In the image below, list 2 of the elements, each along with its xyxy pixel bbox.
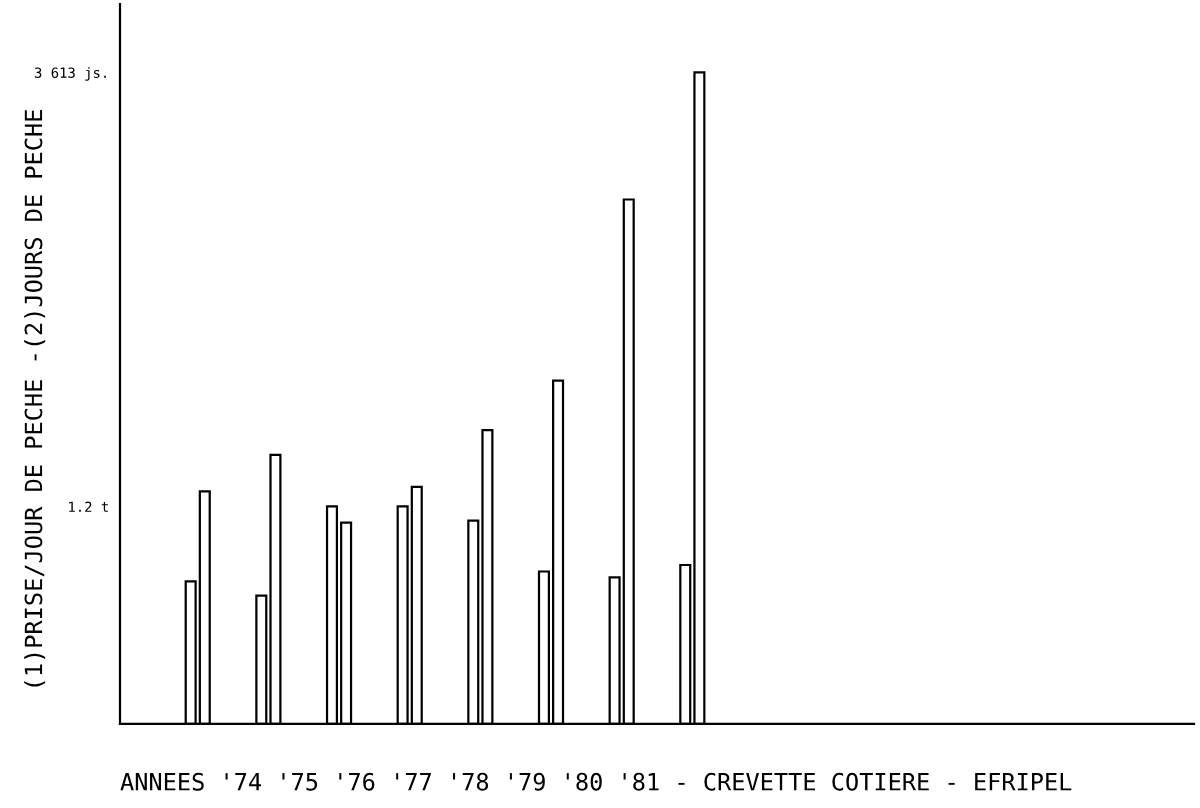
x-axis-title: ANNEES '74 '75 '76 '77 '78 '79 '80 '81 - CREVETTE COTIERE - EFRIPEL [120, 772, 1072, 791]
y-axis-title: (1)PRISE/JOUR DE PECHE -(2)JOURS DE PECHE [24, 110, 46, 687]
